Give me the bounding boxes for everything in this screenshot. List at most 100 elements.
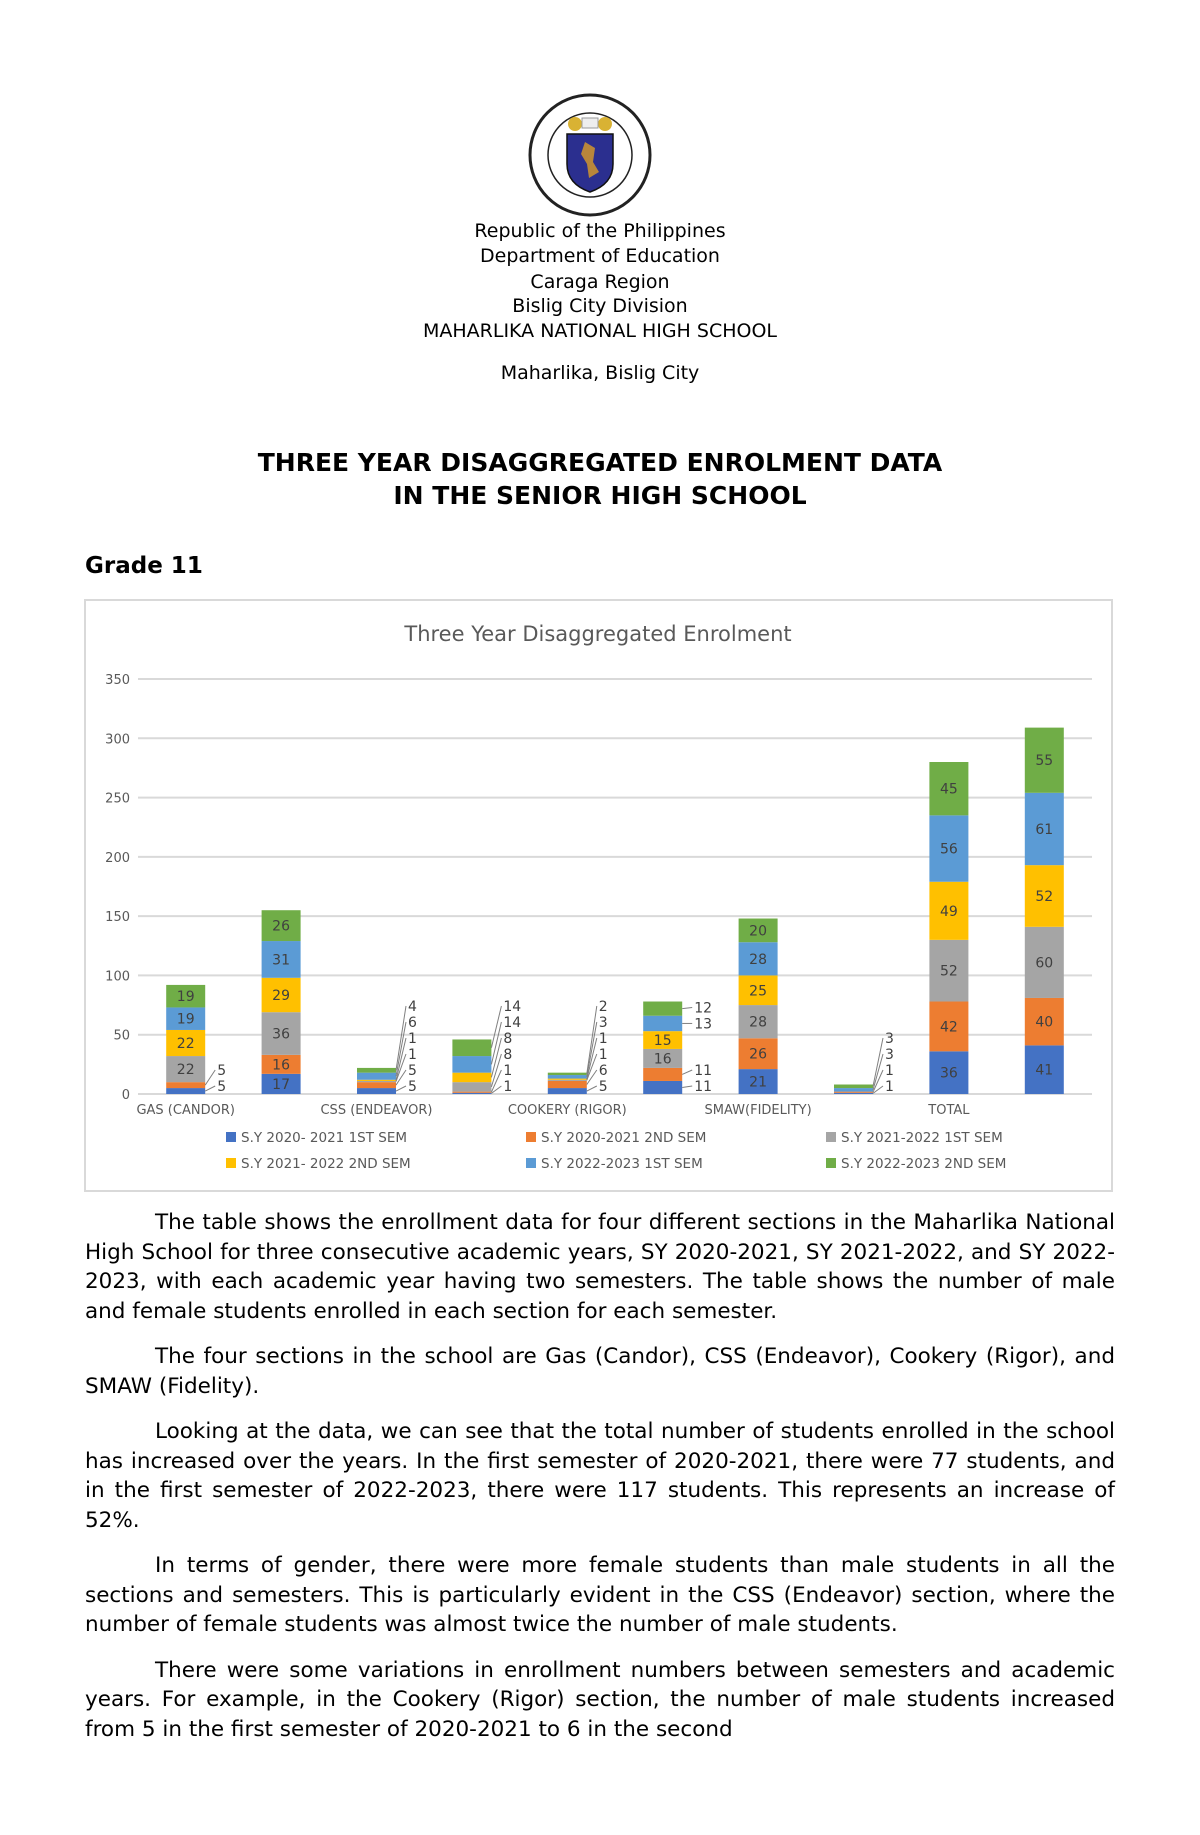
legend-label: S.Y 2020- 2021 1ST SEM — [241, 1130, 407, 1146]
bar-segment — [643, 1015, 683, 1032]
bar-segment — [547, 1072, 587, 1076]
data-label: 3 — [885, 1031, 894, 1047]
y-tick-label: 200 — [105, 851, 130, 866]
bar-segment — [1024, 1045, 1064, 1094]
school-address: Maharlika, Bislig City — [500, 362, 700, 384]
bar-segment — [1024, 997, 1064, 1046]
bar-segment — [643, 1031, 683, 1049]
enrolment-chart: Three Year Disaggregated Enrolment 0 50 100… — [84, 599, 1113, 1192]
data-label: 5 — [599, 1079, 608, 1095]
data-label: 52 — [1035, 889, 1053, 905]
bar-segment — [929, 815, 969, 882]
data-label-leader — [490, 1037, 502, 1078]
bar-segment — [261, 977, 301, 1013]
legend-label: S.Y 2020-2021 2ND SEM — [541, 1130, 706, 1146]
data-label: 42 — [940, 1019, 958, 1035]
bar-segment — [357, 1072, 396, 1080]
deped-seal-logo — [528, 93, 652, 217]
y-tick-label: 150 — [105, 910, 130, 925]
bar-segment — [357, 1082, 396, 1089]
y-tick-label: 300 — [105, 732, 130, 747]
data-label: 6 — [408, 1015, 417, 1031]
header-line-division: Bislig City Division — [512, 295, 688, 317]
bar-segment — [547, 1079, 587, 1081]
data-label-leader — [395, 1021, 407, 1077]
bar-segment — [166, 1082, 206, 1089]
bar-segment — [261, 1054, 301, 1074]
school-name: MAHARLIKA NATIONAL HIGH SCHOOL — [422, 320, 777, 342]
legend-swatch — [526, 1158, 536, 1168]
data-label: 31 — [272, 952, 290, 968]
data-label-leader — [586, 1085, 598, 1092]
data-label-leader — [872, 1053, 884, 1090]
bar-segment — [834, 1092, 873, 1094]
bar-segment — [738, 975, 778, 1006]
y-tick-label: 250 — [105, 792, 130, 807]
data-label: 36 — [272, 1027, 290, 1043]
data-label: 19 — [177, 989, 195, 1005]
legend-label: S.Y 2022-2023 2ND SEM — [841, 1156, 1006, 1172]
bar-segment — [357, 1079, 396, 1081]
data-label: 15 — [654, 1033, 672, 1049]
data-label: 5 — [408, 1063, 417, 1079]
data-label: 14 — [503, 1015, 521, 1031]
data-label: 1 — [503, 1079, 512, 1095]
legend-swatch — [826, 1132, 836, 1142]
data-label: 12 — [694, 1000, 712, 1016]
data-label-leader — [204, 1085, 216, 1092]
bar-segment — [643, 1080, 683, 1094]
data-label: 1 — [408, 1031, 417, 1047]
x-tick-label: CSS (ENDEAVOR) — [320, 1103, 432, 1118]
bar-segment — [1024, 727, 1064, 793]
data-label-leader — [681, 1069, 693, 1075]
data-label: 56 — [940, 842, 958, 858]
data-label: 61 — [1035, 822, 1053, 838]
y-tick-label: 0 — [122, 1088, 130, 1103]
bar-segment — [547, 1075, 587, 1079]
data-label-leader — [490, 1069, 502, 1093]
bar-segment — [929, 1001, 969, 1052]
data-label: 5 — [217, 1079, 226, 1095]
legend-swatch — [526, 1132, 536, 1142]
bar-segment — [929, 881, 969, 940]
data-label-leader — [395, 1069, 407, 1086]
data-label: 25 — [749, 983, 767, 999]
paragraph: There were some variations in enrollment… — [85, 1657, 1115, 1742]
data-label-leader — [586, 1037, 598, 1080]
data-label-leader — [395, 1037, 407, 1081]
bar-segment — [929, 1051, 969, 1094]
data-label-leader — [490, 1053, 502, 1088]
bar-segment — [261, 1012, 301, 1055]
data-label: 8 — [503, 1031, 512, 1047]
data-label: 14 — [503, 999, 521, 1015]
x-tick-label: TOTAL — [927, 1103, 970, 1118]
data-label: 28 — [749, 952, 767, 968]
data-label: 1 — [503, 1063, 512, 1079]
data-label-leader — [872, 1037, 884, 1087]
bar-segment — [834, 1088, 873, 1092]
data-label: 8 — [503, 1047, 512, 1063]
data-label: 11 — [694, 1079, 712, 1095]
bar-segment — [738, 918, 778, 943]
bar-segment — [357, 1088, 396, 1094]
chart-svg: Three Year Disaggregated Enrolment 0 50 100… — [105, 622, 1092, 1172]
data-label: 28 — [749, 1015, 767, 1031]
data-label-leader — [395, 1085, 407, 1092]
data-label-leader — [395, 1053, 407, 1082]
bar-segment — [1024, 792, 1064, 866]
header-line-republic: Republic of the Philippines — [474, 220, 726, 242]
chart-title: Three Year Disaggregated Enrolment — [403, 622, 791, 646]
data-label: 2 — [599, 999, 608, 1015]
data-label: 20 — [749, 923, 767, 939]
legend-label: S.Y 2022-2023 1ST SEM — [541, 1156, 703, 1172]
data-label: 1 — [599, 1047, 608, 1063]
data-label: 36 — [940, 1066, 958, 1082]
bar-segment — [166, 1056, 206, 1083]
bar-segment — [166, 1088, 206, 1094]
bar-segment — [452, 1072, 492, 1083]
data-label: 21 — [749, 1075, 767, 1091]
title-line-1: THREE YEAR DISAGGREGATED ENROLMENT DATA — [257, 448, 943, 477]
data-label-leader — [682, 1006, 693, 1010]
bar-segment — [261, 910, 301, 942]
paragraph: The table shows the enrollment data for … — [85, 1210, 1115, 1324]
